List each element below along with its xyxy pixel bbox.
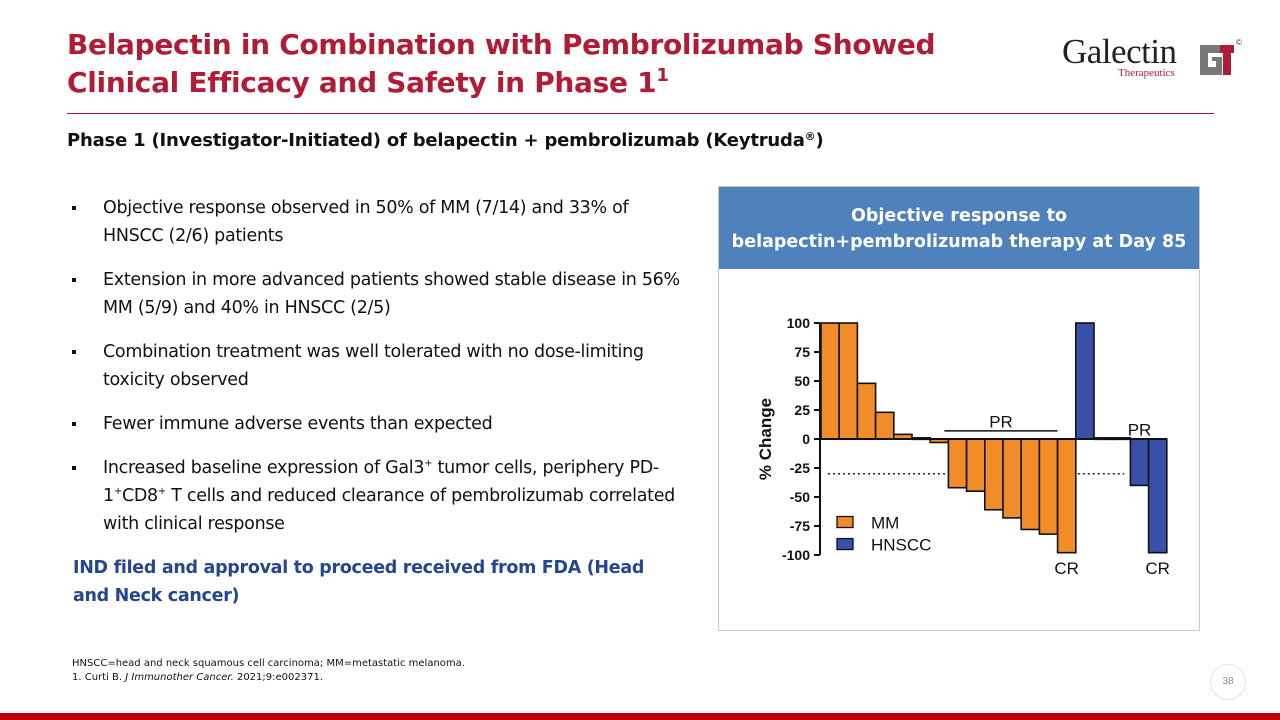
slide-title-line2-text: Clinical Efficacy and Safety in Phase 1: [67, 66, 657, 99]
bar-mm: [874, 411, 895, 440]
bullet-item: Increased baseline expression of Gal3+ t…: [72, 454, 682, 538]
y-axis-label: % Change: [756, 398, 775, 480]
response-chart-panel: Objective response to belapectin+pembrol…: [718, 186, 1200, 631]
y-tick-label: -75: [790, 518, 810, 534]
legend-swatch: [836, 537, 854, 551]
y-tick-label: -50: [790, 489, 810, 505]
footnote-reference: 1. Curti B. J Immunother Cancer. 2021;9:…: [72, 671, 465, 685]
registered-mark: ®: [804, 130, 816, 143]
bar-mm: [856, 382, 877, 440]
legend-swatch: [836, 515, 854, 529]
logo-wordmark: Galectin: [1062, 32, 1177, 71]
gt-logo-icon: [1198, 41, 1234, 77]
bullet-text: Extension in more advanced patients show…: [103, 270, 680, 318]
galectin-logo: Galectin Therapeutics ©: [1060, 32, 1250, 82]
annotation-cr: CR: [1145, 559, 1170, 578]
subtitle-text: Phase 1 (Investigator-Initiated) of bela…: [67, 130, 805, 151]
y-tick-label: 75: [794, 344, 810, 360]
chart-panel-header: Objective response to belapectin+pembrol…: [719, 187, 1199, 269]
title-divider: [67, 113, 1214, 114]
bullet-item: Extension in more advanced patients show…: [72, 266, 682, 322]
bullet-text: Combination treatment was well tolerated…: [103, 342, 644, 390]
reference-details: 2021;9:e002371.: [233, 672, 324, 683]
footnote-abbreviations: HNSCC=head and neck squamous cell carcin…: [72, 658, 465, 669]
footnote: HNSCC=head and neck squamous cell carcin…: [72, 657, 465, 685]
annotation-pr: PR: [1128, 421, 1152, 440]
bullet-text: Increased baseline expression of Gal3+ t…: [103, 458, 675, 534]
fda-callout: IND filed and approval to proceed receiv…: [73, 558, 645, 606]
bar-hnscc: [1147, 438, 1168, 554]
bullet-marker-icon: [72, 278, 76, 282]
bullet-item: Fewer immune adverse events than expecte…: [72, 410, 682, 438]
bar-mm: [838, 322, 859, 440]
bullet-text-part: tumor cells, periphery PD-1: [103, 458, 659, 506]
annotation-pr: PR: [989, 412, 1013, 431]
logo-registered-mark: ©: [1236, 38, 1242, 47]
bullet-marker-icon: [72, 422, 76, 426]
legend-label: HNSCC: [871, 536, 931, 555]
bullet-list: Objective response observed in 50% of MM…: [72, 194, 682, 554]
bullet-marker-icon: [72, 350, 76, 354]
title-footnote-marker: 1: [656, 65, 669, 86]
y-tick-label: -100: [782, 547, 810, 563]
slide-title-line1: Belapectin in Combination with Pembroliz…: [67, 28, 936, 61]
chart-panel-title-line1: Objective response to: [850, 206, 1068, 226]
bar-mm: [1038, 438, 1059, 535]
slide-title: Belapectin in Combination with Pembroliz…: [67, 26, 967, 102]
bar-hnscc: [1074, 322, 1095, 440]
reference-journal: J Immunother Cancer.: [125, 672, 234, 683]
bullet-text-part: T cells and reduced clearance of pembrol…: [103, 486, 675, 534]
superscript-plus: +: [157, 486, 166, 497]
bar-mm: [983, 438, 1004, 511]
bullet-text-part: Increased baseline expression of Gal3: [103, 458, 425, 478]
y-tick-label: 25: [794, 402, 810, 418]
bar-mm: [1056, 438, 1077, 554]
bullet-text: Objective response observed in 50% of MM…: [103, 198, 629, 246]
chart-panel-title-line2: belapectin+pembrolizumab therapy at Day …: [731, 232, 1187, 252]
bullet-text: Fewer immune adverse events than expecte…: [103, 414, 493, 434]
bar-hnscc: [1129, 438, 1150, 487]
legend-label: MM: [871, 514, 899, 533]
bullet-marker-icon: [72, 206, 76, 210]
bar-mm: [1002, 438, 1023, 519]
reference-author: 1. Curti B.: [72, 672, 126, 683]
bar-mm: [1020, 438, 1041, 531]
annotation-cr: CR: [1054, 559, 1079, 578]
waterfall-chart: 100 75 50 25 0 -25 -50 -75 -100 % Change PR CR PR CR M…: [756, 315, 1170, 578]
y-tick-label: 50: [794, 373, 810, 389]
y-tick-label: 0: [802, 431, 810, 447]
page-number: 38: [1210, 664, 1246, 700]
footer-bar: [0, 713, 1280, 720]
bar-mm: [820, 322, 841, 440]
subtitle-close: ): [815, 130, 824, 151]
superscript-plus: +: [424, 458, 433, 469]
logo-subtitle: Therapeutics: [1118, 67, 1175, 79]
slide-subtitle: Phase 1 (Investigator-Initiated) of bela…: [67, 130, 824, 151]
bar-mm: [947, 438, 968, 489]
bullet-marker-icon: [72, 466, 76, 470]
y-tick-label: -25: [790, 460, 810, 476]
y-tick-label: 100: [787, 315, 811, 331]
bullet-item: Objective response observed in 50% of MM…: [72, 194, 682, 250]
bullet-text-part: CD8: [121, 486, 158, 506]
superscript-plus: +: [113, 486, 122, 497]
bullet-item: Combination treatment was well tolerated…: [72, 338, 682, 394]
bar-mm: [965, 438, 986, 493]
slide-title-line2: Clinical Efficacy and Safety in Phase 11: [67, 64, 967, 102]
